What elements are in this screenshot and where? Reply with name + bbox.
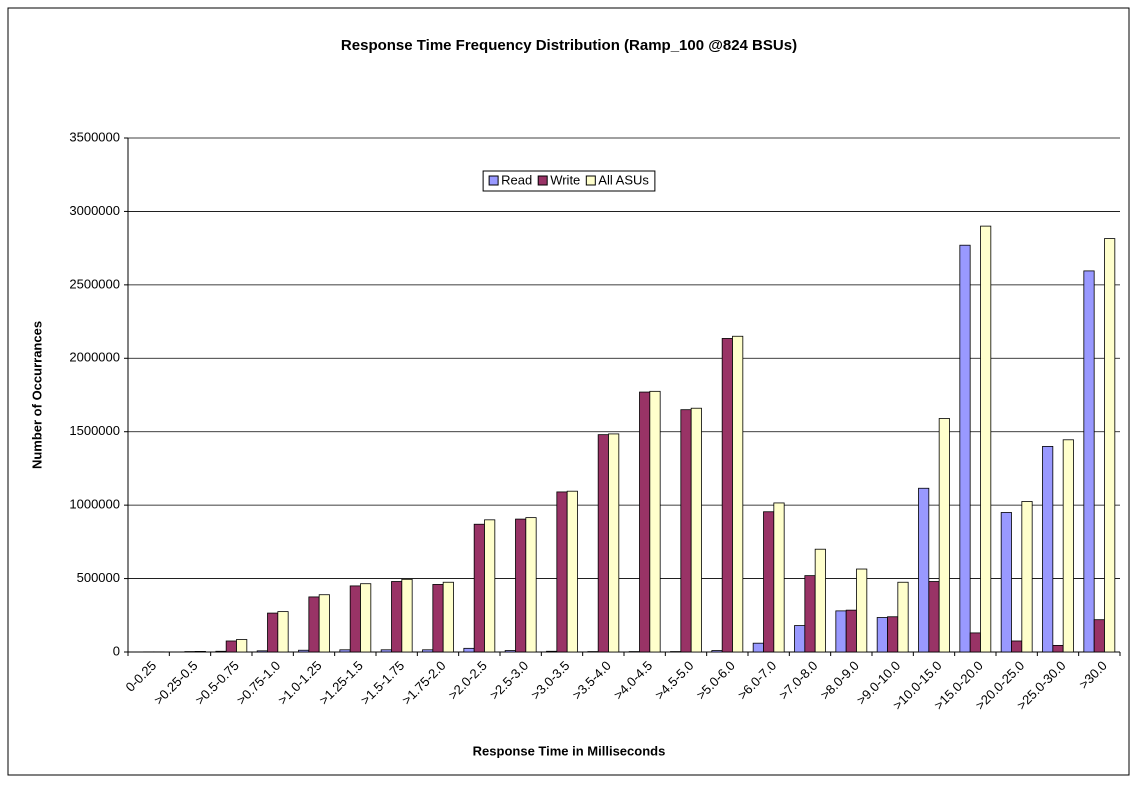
bar [340, 650, 350, 652]
bar [1053, 645, 1063, 652]
bar [309, 597, 319, 652]
bar [970, 633, 980, 652]
bar [753, 643, 763, 652]
bar [557, 492, 567, 652]
bar [299, 650, 309, 652]
bar [423, 650, 433, 652]
bar [929, 582, 939, 652]
y-tick-label: 2000000 [69, 350, 120, 365]
bar [268, 613, 278, 652]
bar [1094, 620, 1104, 652]
bar [1084, 271, 1094, 652]
bar [567, 491, 577, 652]
bar [237, 640, 247, 652]
y-tick-label: 2500000 [69, 276, 120, 291]
bar [319, 595, 329, 652]
y-tick-label: 0 [113, 643, 120, 658]
bar [919, 488, 929, 652]
bar [392, 582, 402, 652]
legend-swatch [538, 176, 547, 185]
bar [877, 617, 887, 652]
y-tick-label: 3500000 [69, 129, 120, 144]
bar [443, 582, 453, 652]
bar [464, 648, 474, 652]
bar [257, 651, 267, 652]
legend-label: Read [501, 172, 532, 187]
bar [609, 434, 619, 652]
bar [526, 518, 536, 652]
bar [939, 418, 949, 652]
legend-label: Write [550, 172, 580, 187]
y-tick-label: 1500000 [69, 423, 120, 438]
bar [216, 651, 226, 652]
bar [981, 226, 991, 652]
bar [361, 584, 371, 652]
bar [857, 569, 867, 652]
bar [888, 617, 898, 652]
bar [722, 338, 732, 652]
bar [547, 651, 557, 652]
y-axis-label: Number of Occurrances [29, 321, 44, 469]
bar [836, 611, 846, 652]
bar [1063, 440, 1073, 652]
legend-label: All ASUs [598, 172, 649, 187]
legend: Read Write All ASUs [483, 171, 655, 191]
bar [846, 610, 856, 652]
bar [805, 576, 815, 652]
bar [733, 336, 743, 652]
bar [815, 549, 825, 652]
chart-title: Response Time Frequency Distribution (Ra… [341, 37, 797, 54]
bar [226, 641, 236, 652]
bar [195, 651, 205, 652]
bar [712, 651, 722, 652]
y-tick-label: 500000 [77, 570, 120, 585]
bar [1012, 641, 1022, 652]
bar [598, 435, 608, 652]
bar [960, 245, 970, 652]
bar [474, 524, 484, 652]
legend-swatch [489, 176, 498, 185]
legend-swatch [586, 176, 595, 185]
bar [681, 410, 691, 652]
bar [898, 582, 908, 652]
bar [1105, 239, 1115, 652]
bar [650, 391, 660, 652]
bar [402, 579, 412, 652]
bar [640, 392, 650, 652]
bar [516, 519, 526, 652]
bar [1001, 512, 1011, 652]
bar [485, 520, 495, 652]
bar [795, 626, 805, 652]
bar [691, 408, 701, 652]
y-tick-label: 3000000 [69, 203, 120, 218]
bar [1022, 501, 1032, 652]
bar [350, 586, 360, 652]
x-axis-label: Response Time in Milliseconds [473, 743, 666, 758]
bar [505, 651, 515, 652]
bar [381, 650, 391, 652]
bar [278, 612, 288, 652]
y-tick-label: 1000000 [69, 497, 120, 512]
bar [764, 512, 774, 652]
bar [774, 503, 784, 652]
bar [433, 584, 443, 652]
bar [1043, 446, 1053, 652]
